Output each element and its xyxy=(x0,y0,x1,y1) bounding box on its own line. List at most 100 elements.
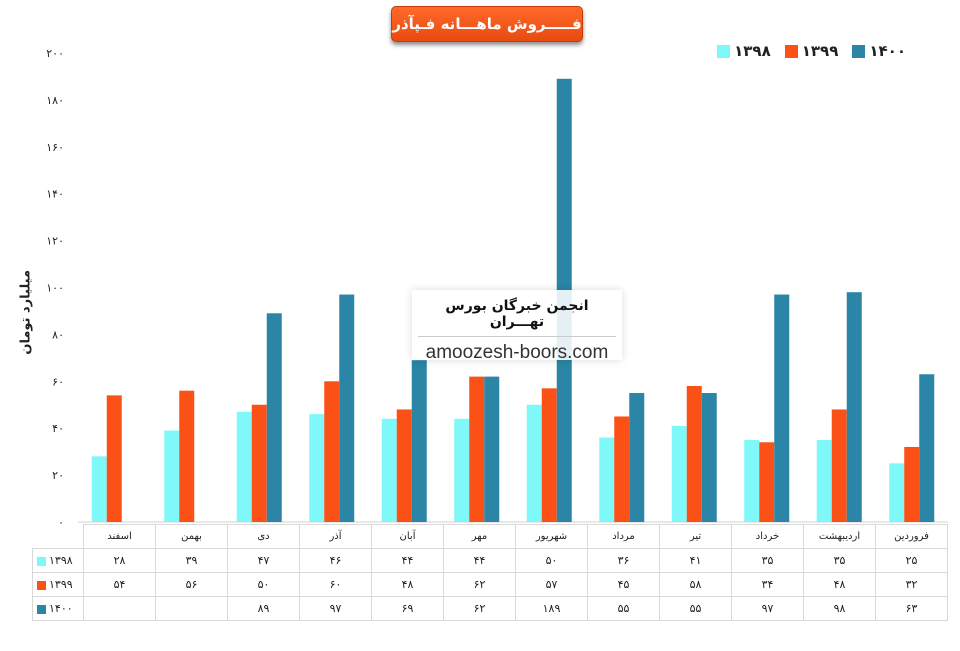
bar xyxy=(411,360,427,522)
legend-swatch xyxy=(717,44,731,58)
legend-entry: ۱۳۹۸ xyxy=(717,42,771,60)
bar xyxy=(266,313,282,522)
bar xyxy=(91,456,107,522)
data-label: ۳۵ xyxy=(803,548,876,573)
table-series-label: ۱۳۹۸ xyxy=(49,554,73,567)
data-label: ۴۸ xyxy=(371,572,444,597)
bar xyxy=(889,463,905,522)
x-tick-label: اسفند xyxy=(83,524,156,549)
chart-legend: ۱۳۹۸ ۱۳۹۹ ۱۴۰۰ xyxy=(717,42,906,60)
data-label: ۳۹ xyxy=(155,548,228,573)
data-label: ۶۹ xyxy=(371,596,444,621)
data-label: ۶۲ xyxy=(443,596,516,621)
data-label: ۶۲ xyxy=(443,572,516,597)
bar xyxy=(759,442,775,522)
bar xyxy=(339,294,355,522)
table-series-name: ۱۳۹۸ xyxy=(32,548,84,573)
legend-swatch xyxy=(784,44,798,58)
bar xyxy=(396,409,412,522)
data-label: ۳۶ xyxy=(587,548,660,573)
bar xyxy=(236,411,252,522)
bar xyxy=(164,430,180,522)
chart-title: فـــــروش ماهـــانه فـپآذر xyxy=(391,6,583,42)
bar xyxy=(324,381,340,522)
table-series-swatch xyxy=(37,580,46,590)
data-label xyxy=(83,596,156,621)
bar xyxy=(381,418,397,522)
y-tick-label: ۴۰ xyxy=(52,422,64,435)
y-tick-label: ۲۰۰ xyxy=(46,47,64,60)
data-label: ۴۴ xyxy=(443,548,516,573)
x-tick-label: آذر xyxy=(299,524,372,549)
data-label: ۵۵ xyxy=(659,596,732,621)
bar xyxy=(614,416,630,522)
x-tick-label: فروردین xyxy=(875,524,948,549)
y-tick-label: ۲۰ xyxy=(52,469,64,482)
x-tick-label: مهر xyxy=(443,524,516,549)
bar xyxy=(526,404,542,522)
bar xyxy=(541,388,557,522)
data-label: ۵۶ xyxy=(155,572,228,597)
data-label: ۶۰ xyxy=(299,572,372,597)
table-series-name: ۱۳۹۹ xyxy=(32,572,84,597)
table-series-swatch xyxy=(37,556,46,566)
bar xyxy=(816,439,832,522)
bar xyxy=(469,376,485,522)
data-label: ۳۵ xyxy=(731,548,804,573)
table-row: ۶۳ ۹۸ ۹۷ ۵۵ ۵۵ ۱۸۹ ۶۲ ۶۹ ۹۷ ۸۹ ۱۴۰۰ xyxy=(32,596,948,621)
y-tick-label: ۱۴۰ xyxy=(46,188,64,201)
bar xyxy=(309,414,325,522)
bar xyxy=(251,404,267,522)
x-tick-label: اردیبهشت xyxy=(803,524,876,549)
x-tick-label: بهمن xyxy=(155,524,228,549)
bar xyxy=(831,409,847,522)
data-label: ۹۷ xyxy=(299,596,372,621)
bar xyxy=(454,418,470,522)
x-tick-label: دی xyxy=(227,524,300,549)
bar xyxy=(774,294,790,522)
legend-swatch xyxy=(852,44,866,58)
watermark: انجمن خبرگان بورس تهـــران amoozesh-boor… xyxy=(412,290,622,363)
data-label: ۴۱ xyxy=(659,548,732,573)
bar xyxy=(179,390,195,522)
watermark-url: amoozesh-boors.com xyxy=(425,342,609,363)
y-tick-label: ۰ xyxy=(58,516,64,529)
data-table: فروردین اردیبهشت خرداد تیر مرداد شهریور مهر آبا… xyxy=(32,524,948,621)
x-tick-label: شهریور xyxy=(515,524,588,549)
data-label: ۹۷ xyxy=(731,596,804,621)
data-label: ۴۶ xyxy=(299,548,372,573)
watermark-title: انجمن خبرگان بورس تهـــران xyxy=(418,290,616,337)
bar xyxy=(744,439,760,522)
bar xyxy=(701,393,717,522)
table-header-row: فروردین اردیبهشت خرداد تیر مرداد شهریور مهر آبا… xyxy=(32,524,948,549)
table-corner xyxy=(32,524,84,549)
y-tick-label: ۸۰ xyxy=(52,328,64,341)
table-series-name: ۱۴۰۰ xyxy=(32,596,84,621)
table-series-label: ۱۴۰۰ xyxy=(49,602,73,615)
data-label: ۶۳ xyxy=(875,596,948,621)
x-tick-label: مرداد xyxy=(587,524,660,549)
bar xyxy=(919,374,935,522)
y-tick-label: ۱۲۰ xyxy=(46,235,64,248)
table-row: ۲۵ ۳۵ ۳۵ ۴۱ ۳۶ ۵۰ ۴۴ ۴۴ ۴۶ ۴۷ ۳۹ ۲۸ ۱۳۹۸ xyxy=(32,548,948,573)
data-label: ۹۸ xyxy=(803,596,876,621)
data-label: ۴۵ xyxy=(587,572,660,597)
data-label: ۴۸ xyxy=(803,572,876,597)
table-series-swatch xyxy=(37,604,46,614)
bar xyxy=(671,425,687,522)
bar xyxy=(904,446,920,522)
data-label: ۳۲ xyxy=(875,572,948,597)
legend-entry: ۱۴۰۰ xyxy=(852,42,906,60)
bar xyxy=(629,393,645,522)
data-label: ۸۹ xyxy=(227,596,300,621)
data-label: ۴۴ xyxy=(371,548,444,573)
data-label: ۴۷ xyxy=(227,548,300,573)
bar xyxy=(484,376,500,522)
data-label: ۵۰ xyxy=(515,548,588,573)
y-tick-label: ۱۰۰ xyxy=(46,282,64,295)
bar xyxy=(686,385,702,522)
x-tick-label: آبان xyxy=(371,524,444,549)
data-label: ۵۰ xyxy=(227,572,300,597)
x-tick-label: خرداد xyxy=(731,524,804,549)
